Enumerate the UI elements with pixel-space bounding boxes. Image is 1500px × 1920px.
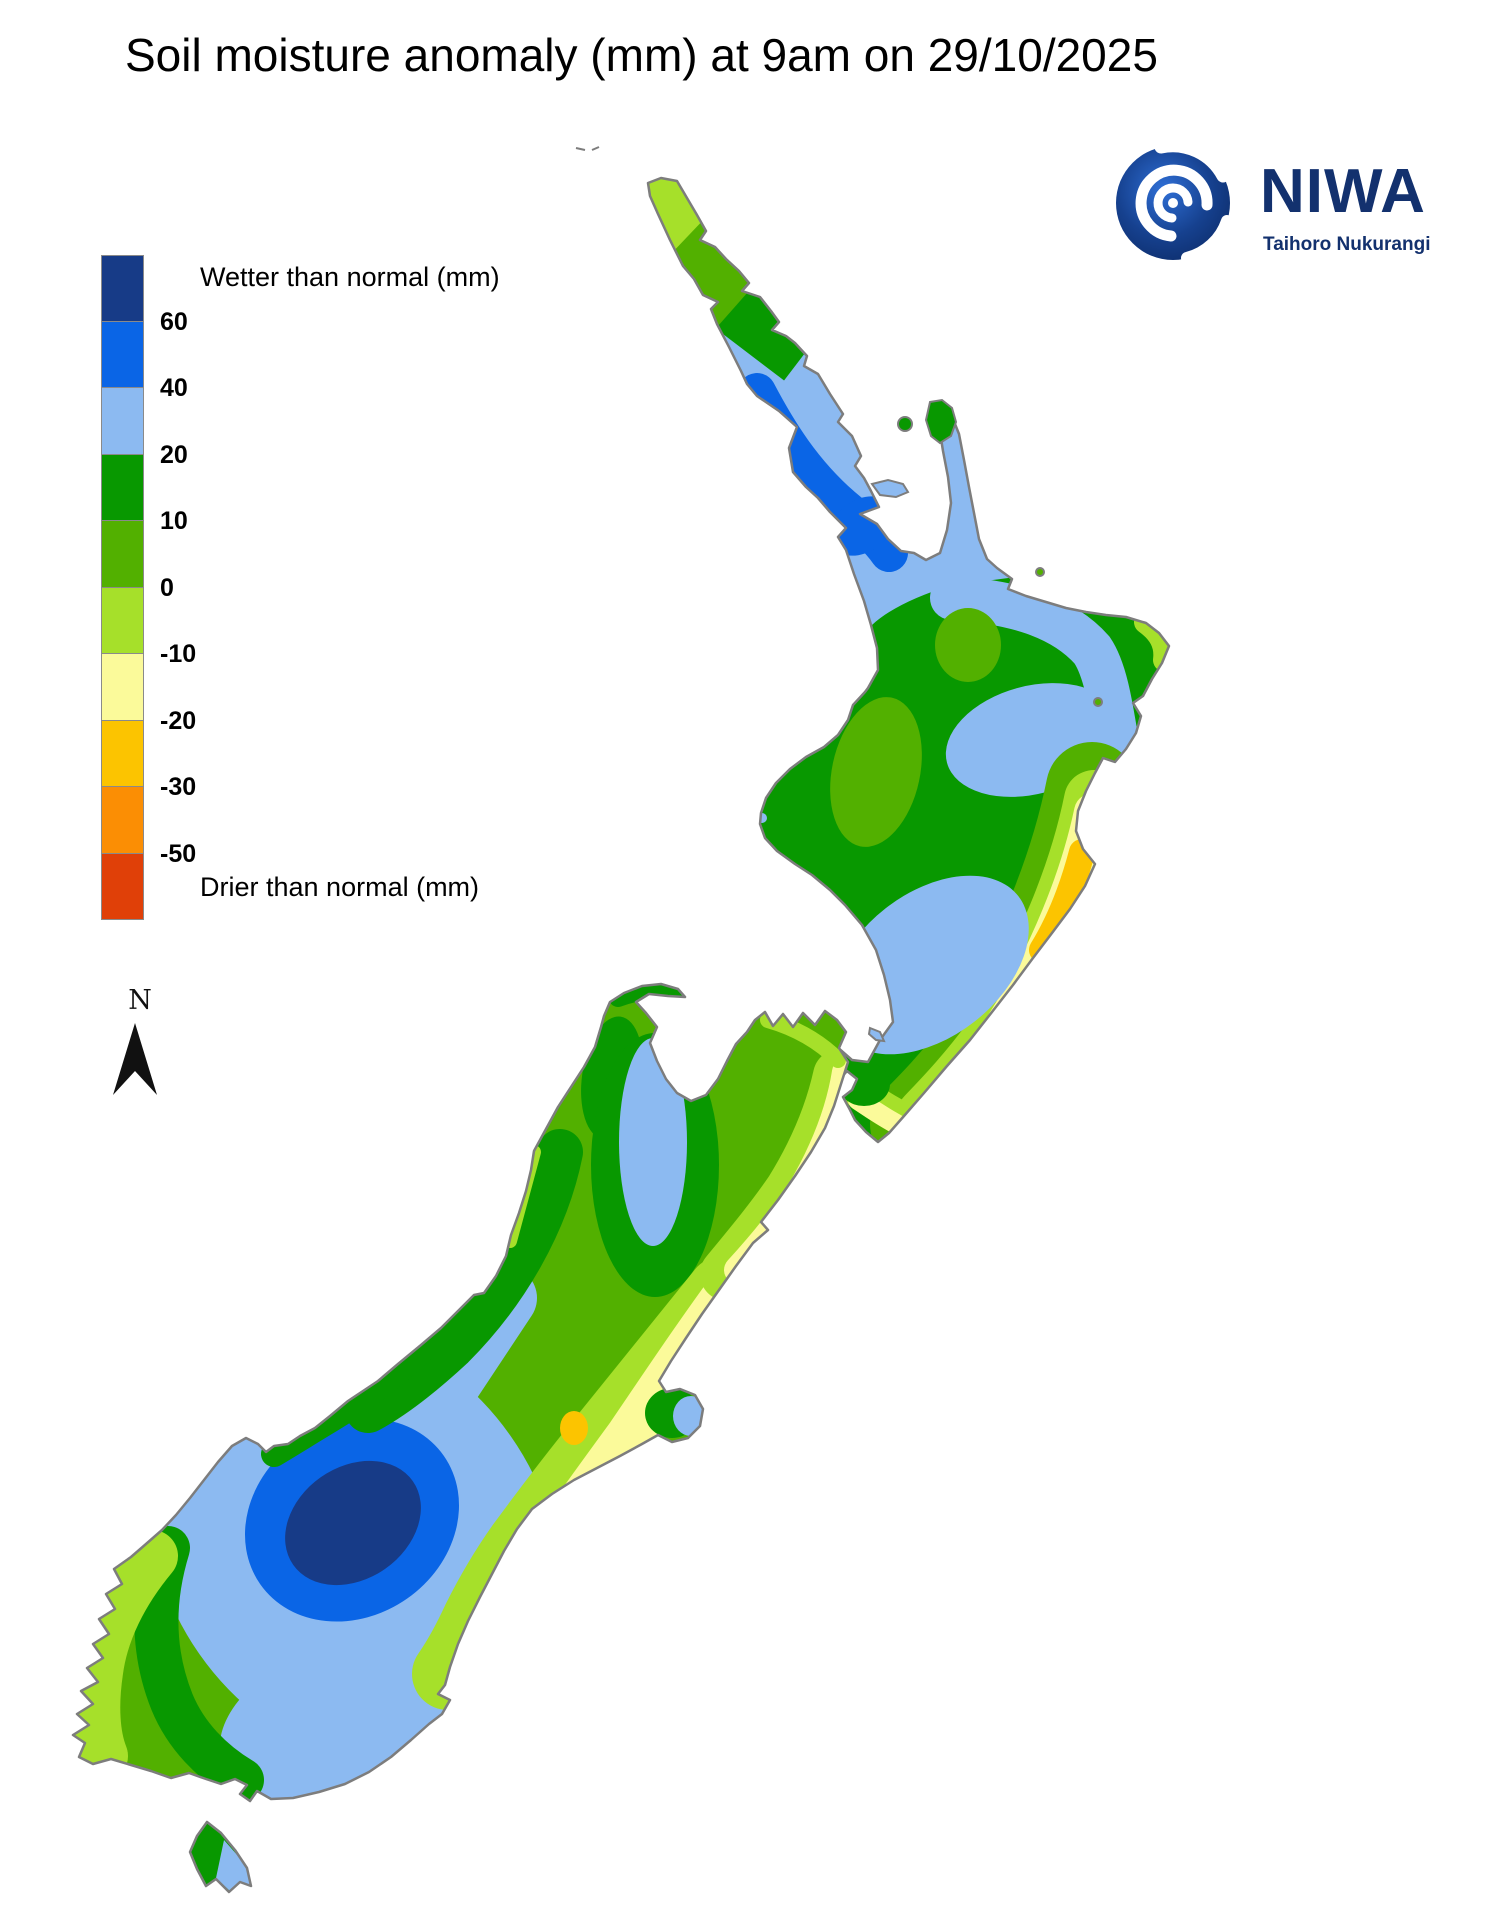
legend-swatch-9 [101,853,144,920]
contour-canterbury-amber-dot [560,1411,588,1445]
contour-farewell-spit-green [609,984,689,1007]
stewart-island [188,1820,253,1894]
niwa-wordmark: NIWA [1260,157,1426,226]
legend-tick-20: 20 [160,440,188,469]
legend-swatches [101,255,144,920]
contour-rotorua-midgreen-blob [935,608,1001,682]
mayor-island [1035,567,1045,577]
legend-wetter-label: Wetter than normal (mm) [200,262,500,292]
legend-tick-60: 60 [160,307,188,336]
north-label: N [128,985,152,1016]
legend-tick--20: -20 [160,706,197,735]
contour-northland-midgreen-band [648,178,786,334]
contour-nelsonlakes-lightblue-band [619,1038,687,1246]
legend-swatch-5 [101,587,144,654]
legend-swatch-1 [101,321,144,388]
niwa-koru-icon [1116,139,1233,264]
contour-fiordland-green-band [134,1526,264,1801]
three-kings-islets [575,146,600,151]
legend-swatch-4 [101,521,144,588]
legend-swatch-2 [101,388,144,455]
contour-fiordland-lime-coast [73,1530,178,1782]
legend-tick--30: -30 [160,773,197,801]
white-island [1093,697,1103,707]
waiheke-island [870,478,910,499]
contour-alps-green-band [345,1129,583,1433]
contour-gisborne-green-dot [1130,744,1146,760]
legend-swatch-6 [101,654,144,721]
contour-northland-lime-tip [648,178,727,277]
legend: Wetter than normal (mm) 60 40 20 10 0 -10 -20 -… [0,0,500,950]
north-arrow-icon [113,1023,157,1095]
legend-tick--10: -10 [160,640,197,668]
kapiti-island [867,1026,886,1043]
little-barrier-island [897,416,913,432]
contour-westland-coastal-green [261,1335,437,1467]
legend-tick-10: 10 [160,507,188,535]
legend-tick-40: 40 [160,374,188,402]
contour-otago-navy-core [285,1460,421,1586]
north-compass: N [90,985,190,1115]
niwa-tagline: Taihoro Nukurangi [1263,234,1431,255]
page-title: Soil moisture anomaly (mm) at 9am on 29/… [125,29,1158,81]
contour-stewart-lightblue-east [216,1840,251,1892]
legend-swatch-0 [101,255,144,322]
legend-tick-0: 0 [160,573,174,602]
legend-swatch-8 [101,787,144,854]
legend-drier-label: Drier than normal (mm) [200,872,480,902]
contour-kingcountry-midgreen-blob [830,697,922,847]
small-islands [575,146,1103,1043]
legend-swatch-7 [101,720,144,787]
legend-swatch-3 [101,454,144,521]
legend-tick--50: -50 [160,839,197,868]
niwa-logo: NIWA Taihoro Nukurangi [1108,138,1488,278]
contour-bankspeninsula-lightblue [673,1396,709,1436]
great-barrier-island [924,398,958,445]
